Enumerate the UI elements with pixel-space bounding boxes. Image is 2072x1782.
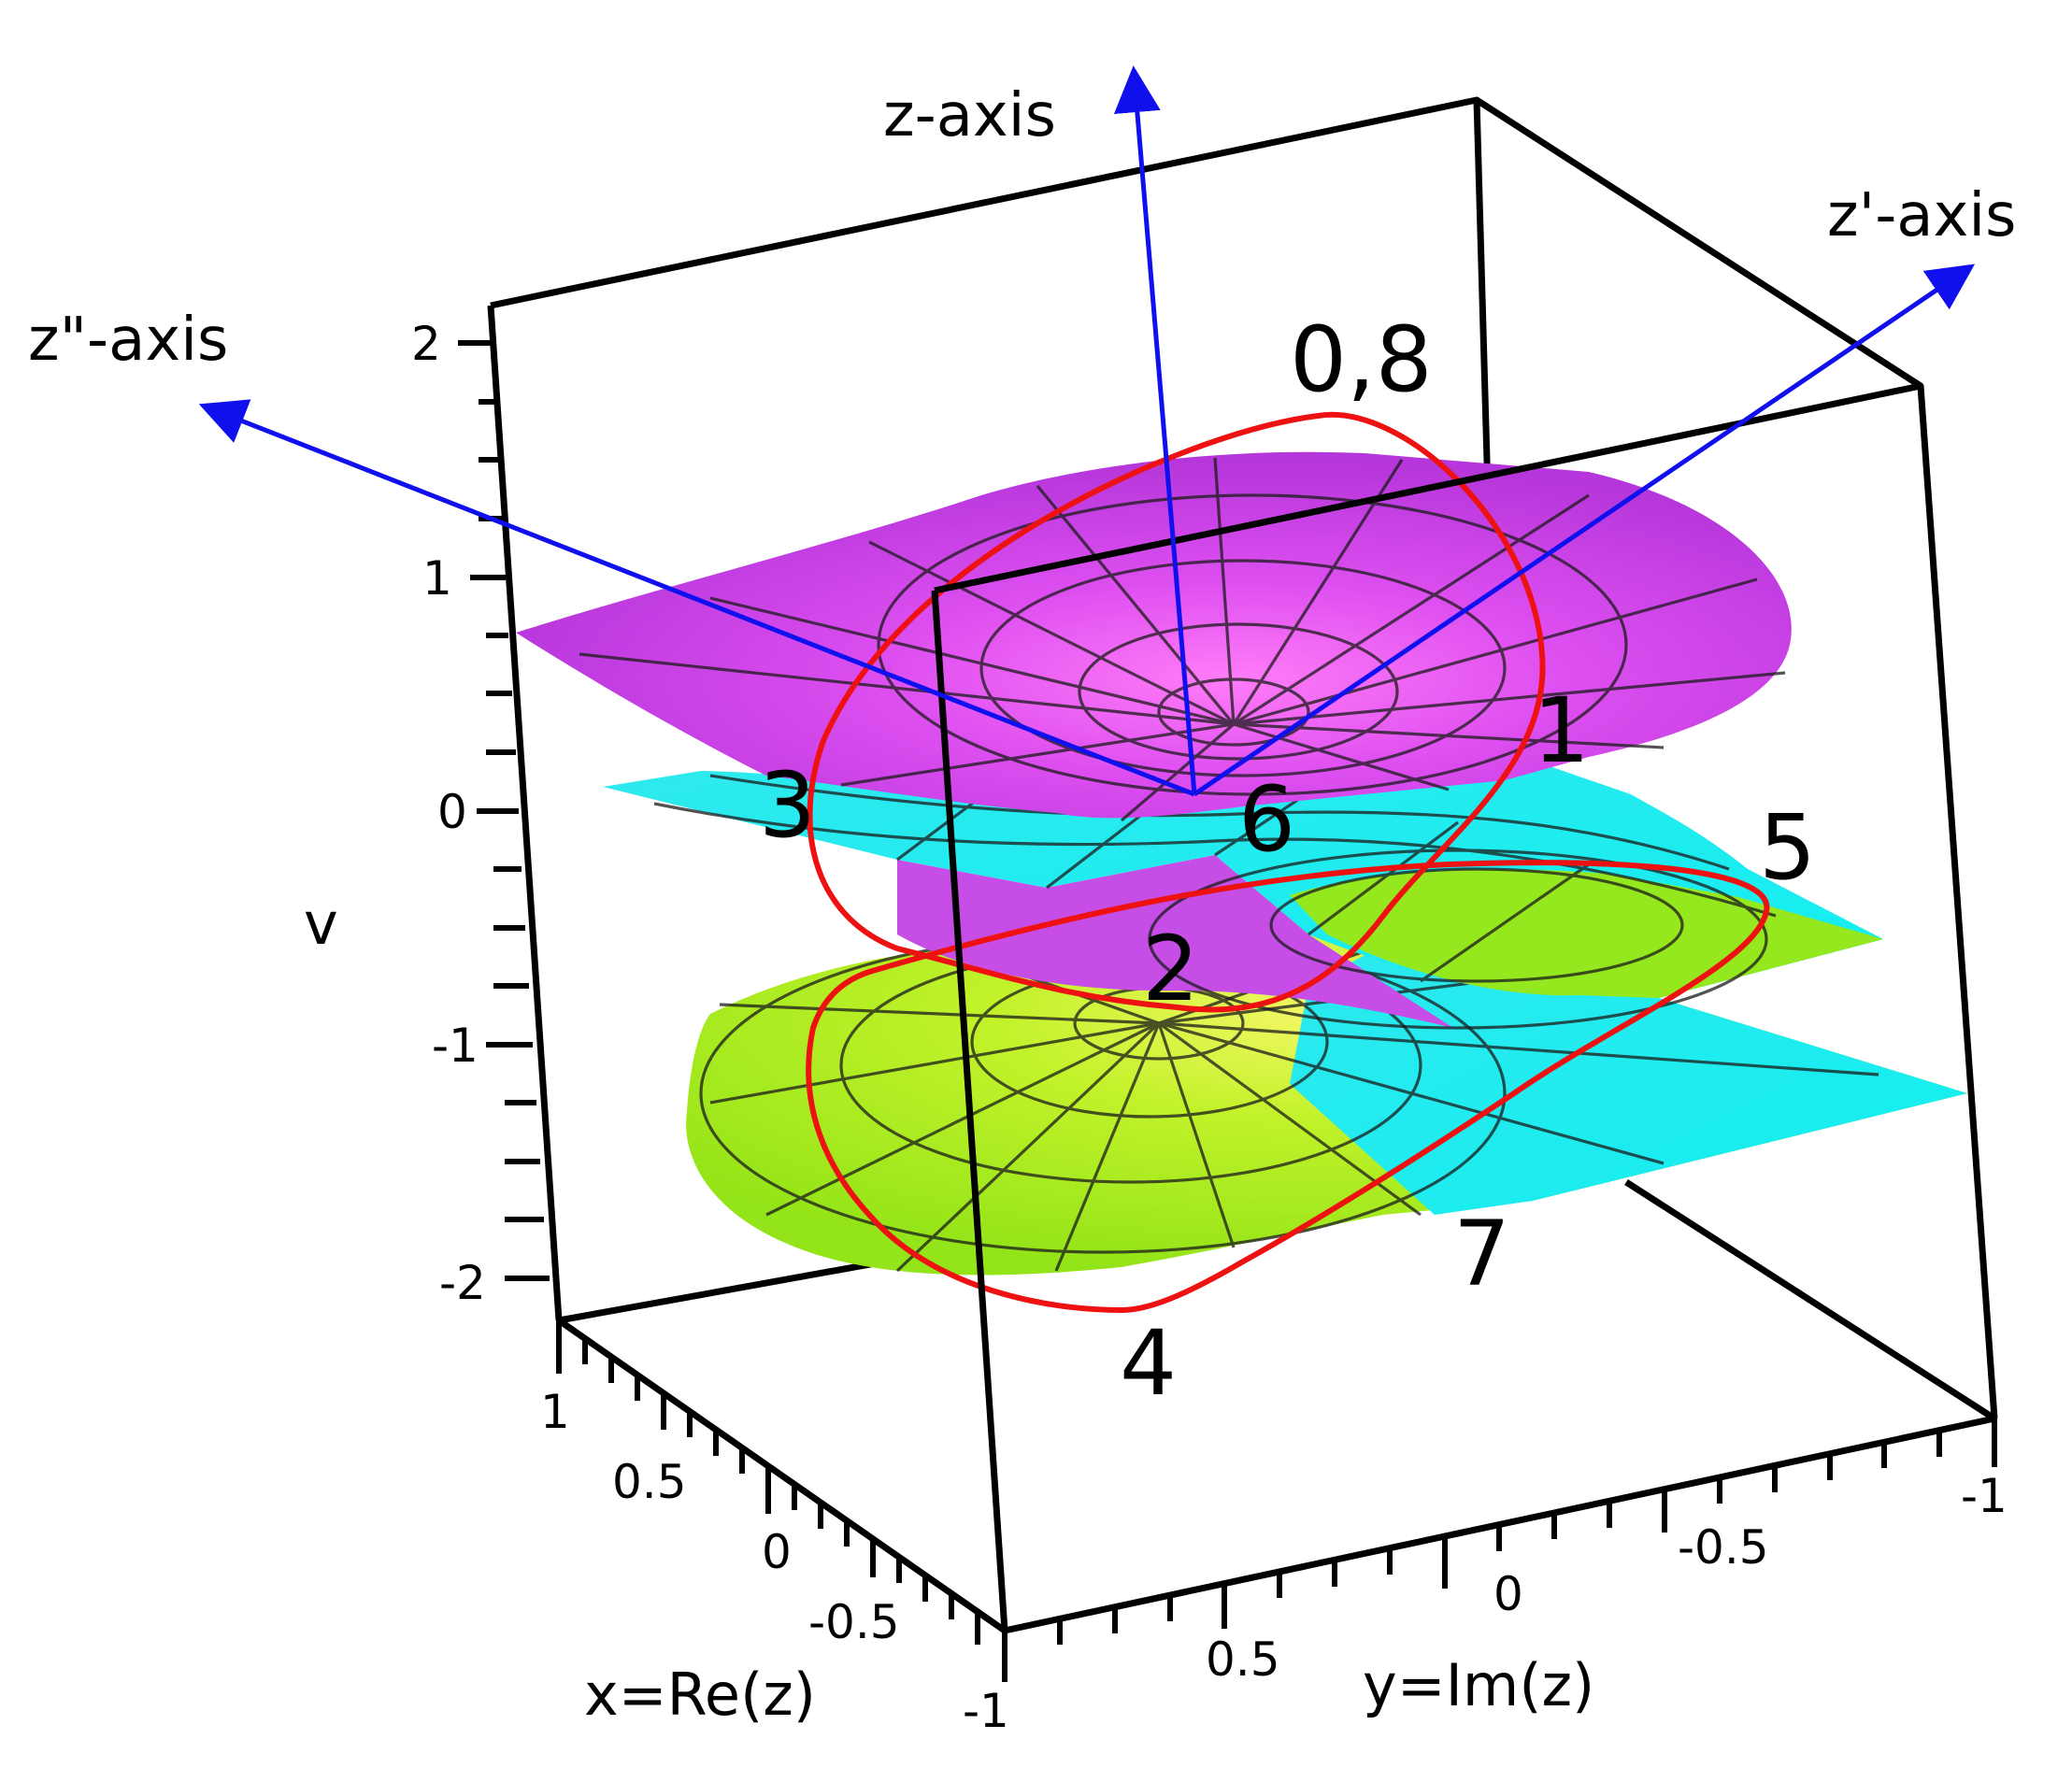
point-label: 7 — [1453, 1202, 1510, 1306]
y-tick-label: -1 — [1961, 1469, 2008, 1523]
point-label: 6 — [1238, 767, 1295, 872]
point-label: 2 — [1142, 917, 1199, 1021]
x-tick-label: -1 — [963, 1684, 1009, 1738]
x-tick-label: -0.5 — [808, 1595, 900, 1649]
v-tick-label: 2 — [411, 317, 441, 371]
v-tick-label: 0 — [437, 785, 467, 839]
point-label: 3 — [759, 753, 816, 858]
v-axis-ticks — [458, 340, 550, 1281]
z-double-prime-axis-line — [198, 399, 1195, 797]
x-axis-ticks — [556, 1320, 1007, 1673]
y-tick-label: 0 — [1493, 1567, 1523, 1621]
v-axis-label: v — [304, 890, 338, 958]
point-label: 0,8 — [1290, 307, 1433, 412]
point-label: 4 — [1120, 1311, 1177, 1416]
v-tick-label: 1 — [422, 551, 452, 606]
x-tick-label: 1 — [540, 1385, 570, 1439]
x-tick-label: 0.5 — [612, 1455, 687, 1509]
v-tick-label: -2 — [439, 1256, 486, 1310]
rotation-axes — [198, 65, 1976, 797]
z-axis-line — [1113, 65, 1197, 795]
z-prime-axis-label: z'-axis — [1827, 181, 2017, 250]
sheet-middle — [603, 748, 1883, 1030]
z-axis-label: z-axis — [883, 81, 1056, 150]
x-tick-label: 0 — [762, 1525, 792, 1579]
x-axis-label: x=Re(z) — [584, 1661, 816, 1729]
path-curve — [806, 411, 1770, 1313]
z-prime-axis-line — [1193, 264, 1976, 797]
y-tick-label: 0.5 — [1206, 1632, 1280, 1687]
sheet-top — [516, 451, 1792, 822]
z-double-prime-axis-label: z"-axis — [28, 306, 228, 375]
y-axis-label: y=Im(z) — [1363, 1651, 1594, 1719]
y-axis-ticks — [1002, 1418, 1997, 1682]
point-label: 1 — [1533, 678, 1590, 783]
point-label: 5 — [1759, 795, 1816, 900]
y-tick-label: -0.5 — [1678, 1520, 1769, 1575]
v-tick-label: -1 — [432, 1019, 479, 1073]
